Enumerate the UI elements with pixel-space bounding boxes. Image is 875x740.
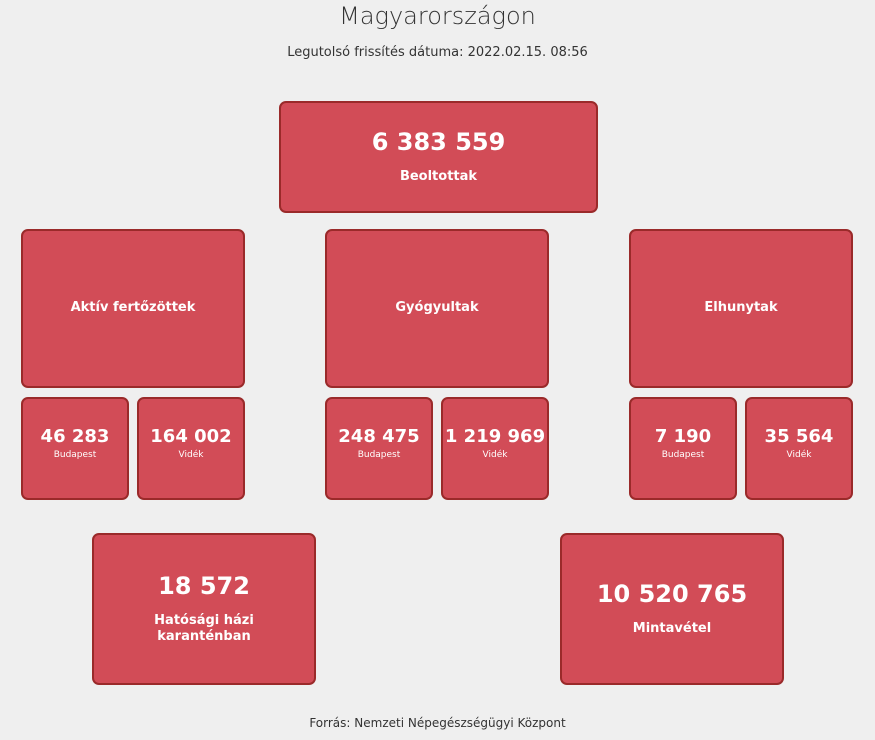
- recovered-card: Gyógyultak: [325, 229, 549, 388]
- deceased-card: Elhunytak: [629, 229, 853, 388]
- budapest-label: Budapest: [357, 449, 401, 460]
- deceased-videk-card: 35 564 Vidék: [745, 397, 853, 500]
- budapest-label: Budapest: [53, 449, 97, 460]
- budapest-label: Budapest: [661, 449, 705, 460]
- samples-value: 10 520 765: [596, 580, 748, 609]
- active-videk-value: 164 002: [150, 426, 232, 447]
- recovered-videk-card: 1 219 969 Vidék: [441, 397, 549, 500]
- active-cases-label: Aktív fertőzöttek: [70, 300, 196, 316]
- last-updated: Legutolsó frissítés dátuma: 2022.02.15. …: [287, 45, 588, 60]
- videk-label: Vidék: [482, 449, 508, 460]
- recovered-label: Gyógyultak: [395, 300, 479, 316]
- page-title: Magyarországon: [339, 2, 536, 30]
- recovered-budapest-value: 248 475: [338, 426, 420, 447]
- quarantine-label: Hatósági házi karanténban: [154, 613, 254, 645]
- videk-label: Vidék: [786, 449, 812, 460]
- quarantine-value: 18 572: [158, 572, 250, 601]
- quarantine-card: 18 572 Hatósági házi karanténban: [92, 533, 316, 685]
- videk-label: Vidék: [178, 449, 204, 460]
- source-footer: Forrás: Nemzeti Népegészségügyi Központ: [309, 716, 566, 730]
- active-budapest-card: 46 283 Budapest: [21, 397, 129, 500]
- recovered-videk-value: 1 219 969: [444, 426, 546, 447]
- vaccinated-label: Beoltottak: [399, 169, 478, 185]
- deceased-label: Elhunytak: [704, 300, 778, 316]
- deceased-budapest-value: 7 190: [654, 426, 712, 447]
- deceased-videk-value: 35 564: [764, 426, 834, 447]
- vaccinated-card: 6 383 559 Beoltottak: [279, 101, 598, 213]
- recovered-budapest-card: 248 475 Budapest: [325, 397, 433, 500]
- deceased-budapest-card: 7 190 Budapest: [629, 397, 737, 500]
- samples-label: Mintavétel: [632, 621, 712, 637]
- samples-card: 10 520 765 Mintavétel: [560, 533, 784, 685]
- vaccinated-value: 6 383 559: [371, 128, 506, 157]
- active-cases-card: Aktív fertőzöttek: [21, 229, 245, 388]
- active-budapest-value: 46 283: [40, 426, 110, 447]
- active-videk-card: 164 002 Vidék: [137, 397, 245, 500]
